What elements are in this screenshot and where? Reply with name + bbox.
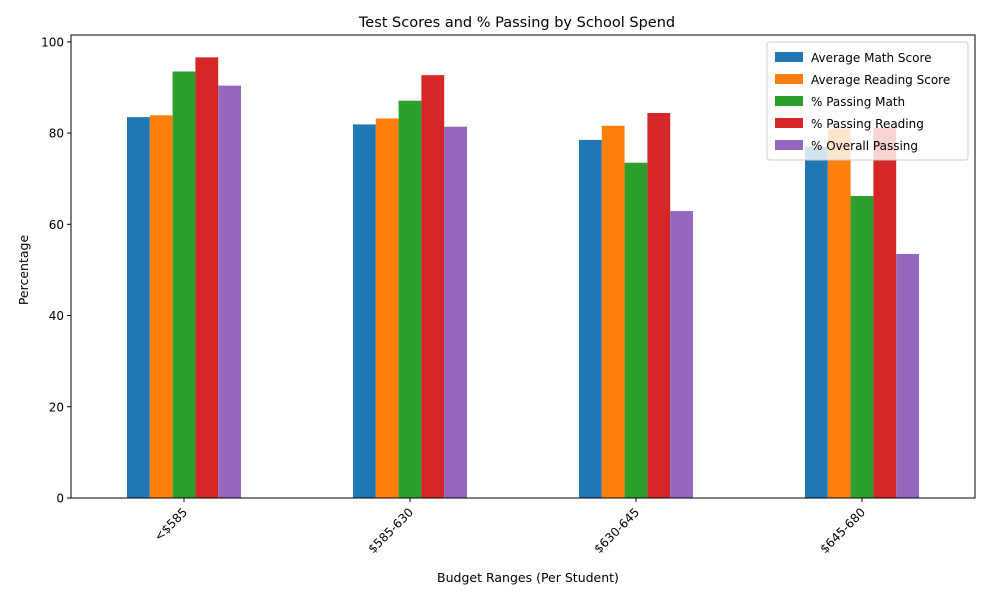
y-tick-label: 40	[49, 309, 64, 323]
bar-5-2	[444, 126, 467, 498]
x-tick-label: $585-630	[365, 505, 416, 556]
bar-4-4	[873, 128, 897, 498]
legend-label: % Overall Passing	[811, 139, 918, 153]
y-tick-label: 80	[49, 127, 64, 141]
bar-1-1	[127, 117, 150, 499]
legend: Average Math Score Average Reading Score%…	[766, 41, 969, 161]
bar-4-2	[421, 75, 445, 498]
bar-5-3	[670, 211, 693, 498]
bar-5-1	[218, 85, 241, 498]
y-axis: 0 20 40 60 80 100	[41, 35, 71, 506]
bar-2-1	[149, 115, 173, 498]
bar-3-3	[624, 162, 648, 498]
x-tick-label: $645-680	[817, 505, 868, 556]
x-tick-label: $630-645	[591, 505, 642, 556]
legend-swatch	[775, 96, 803, 106]
legend-swatch	[775, 118, 803, 128]
legend-box	[766, 41, 969, 161]
legend-swatch	[775, 74, 803, 84]
y-axis-label: Percentage	[16, 235, 31, 306]
bar-4-3	[647, 113, 671, 498]
legend-label: Average Reading Score	[811, 73, 950, 87]
legend-swatch	[775, 140, 803, 150]
bar-4-1	[195, 57, 219, 498]
x-axis: <$585 $585-630 $630-645 $645-680	[152, 498, 868, 556]
bar-1-3	[579, 139, 602, 499]
bar-1-4	[805, 146, 828, 498]
y-tick-label: 60	[49, 218, 64, 232]
y-tick-label: 20	[49, 400, 64, 414]
bar-5-4	[896, 253, 919, 498]
y-tick-label: 100	[41, 35, 64, 49]
bar-3-4	[850, 196, 874, 498]
y-tick-label: 0	[56, 492, 64, 506]
bar-3-2	[398, 100, 422, 498]
plot-area	[70, 34, 976, 499]
legend-swatch	[775, 52, 803, 62]
bar-3-1	[172, 71, 196, 499]
legend-label: % Passing Reading	[811, 117, 924, 131]
bar-1-2	[353, 124, 376, 498]
plot-frame	[70, 34, 976, 499]
bar-2-2	[375, 118, 399, 498]
bar-2-4	[827, 128, 851, 498]
legend-label: % Passing Math	[811, 95, 905, 109]
chart-title: Test Scores and % Passing by School Spen…	[358, 15, 675, 31]
x-axis-label: Budget Ranges (Per Student)	[437, 570, 619, 585]
legend-label: Average Math Score	[811, 51, 932, 65]
bar-2-3	[601, 125, 625, 498]
x-tick-label: <$585	[152, 505, 191, 544]
